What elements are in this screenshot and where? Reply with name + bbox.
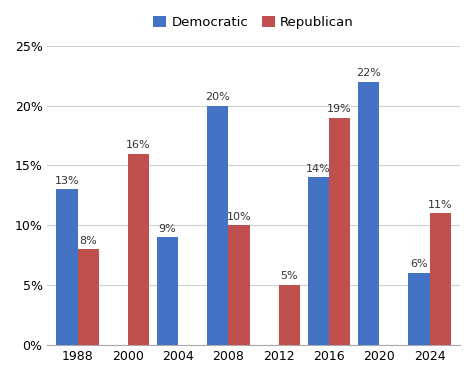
Bar — [78, 249, 99, 345]
Bar — [329, 118, 350, 345]
Legend: Democratic, Republican: Democratic, Republican — [148, 11, 359, 34]
Text: 8%: 8% — [79, 236, 97, 246]
Bar — [429, 213, 451, 345]
Text: 22%: 22% — [356, 68, 381, 78]
Text: 13%: 13% — [55, 176, 79, 186]
Text: 16%: 16% — [126, 140, 151, 150]
Bar — [157, 237, 178, 345]
Bar — [279, 285, 300, 345]
Bar — [56, 189, 78, 345]
Text: 6%: 6% — [410, 259, 428, 269]
Text: 14%: 14% — [306, 164, 331, 174]
Bar — [207, 106, 228, 345]
Text: 11%: 11% — [428, 200, 453, 210]
Bar — [358, 82, 379, 345]
Bar — [128, 154, 149, 345]
Bar — [308, 177, 329, 345]
Text: 19%: 19% — [327, 104, 352, 114]
Bar — [228, 225, 250, 345]
Text: 9%: 9% — [159, 224, 176, 234]
Bar — [409, 273, 429, 345]
Text: 20%: 20% — [206, 92, 230, 102]
Text: 5%: 5% — [281, 272, 298, 282]
Text: 10%: 10% — [227, 212, 251, 222]
